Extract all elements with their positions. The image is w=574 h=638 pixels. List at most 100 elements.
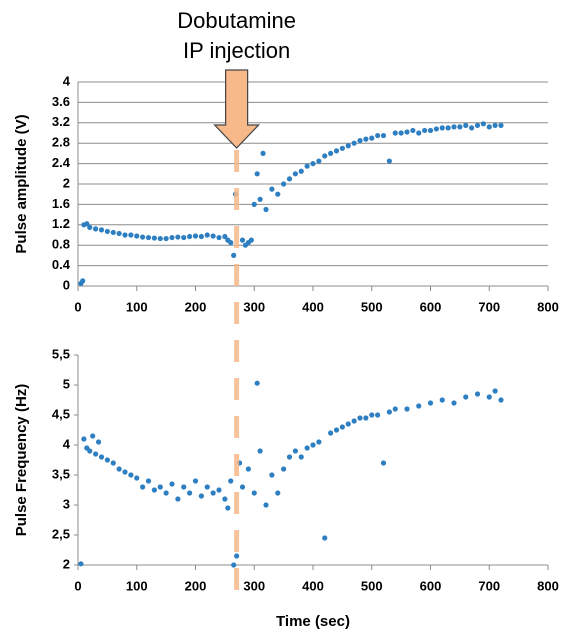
x-tick-label: 800 [537,578,559,593]
point [345,143,351,149]
point [231,252,237,258]
point [145,478,152,484]
point [222,496,228,502]
y-tick-label: 5 [63,376,70,391]
point [116,466,122,472]
point [316,439,322,445]
point [310,442,316,448]
point [275,490,281,496]
point [169,234,175,241]
point [286,454,293,460]
y-tick-label: 2.4 [52,155,71,170]
point [116,230,122,237]
point [260,150,266,156]
x-tick-label: 700 [478,578,500,593]
point [87,448,93,454]
point [451,124,457,130]
point [228,478,234,484]
point [231,562,237,568]
point [81,436,87,442]
point [392,406,398,412]
point [134,475,140,481]
point [416,403,422,409]
point [474,391,481,397]
point [433,126,439,132]
point [474,122,481,128]
point [339,424,345,430]
point [392,130,398,136]
point [157,235,163,242]
point [90,433,96,439]
y-tick-label: 0.8 [52,237,70,252]
point [169,481,175,487]
point [181,234,187,241]
point [122,232,128,238]
point [98,227,105,233]
point [204,484,210,490]
point [333,427,340,433]
y-tick-label: 0.4 [52,257,71,272]
point [422,127,428,134]
point [292,171,298,177]
point [357,138,363,144]
x-tick-label: 500 [361,578,383,593]
annotation-text: Dobutamine [177,8,296,33]
point [151,235,157,241]
point [93,226,99,232]
y-tick-label: 3 [63,496,70,511]
point [369,135,375,141]
point [486,124,492,130]
point [275,191,281,197]
y-tick-label: 2.8 [52,135,70,150]
point [404,129,410,135]
point [245,466,251,472]
point [228,240,234,246]
point [375,132,381,139]
point [140,234,146,240]
point [269,186,275,192]
point [239,484,246,490]
y-tick-label: 4,5 [52,406,70,421]
point [310,161,316,167]
point [95,439,102,445]
point [225,505,231,511]
x-axis-title: Time (sec) [276,613,350,630]
point [263,502,269,508]
x-tick-label: 800 [537,299,559,314]
point [463,394,469,400]
point [110,229,116,236]
point [281,466,287,472]
point [222,233,228,240]
point [351,140,357,146]
point [427,127,434,134]
point [357,415,363,421]
point [445,125,451,131]
point [363,136,369,142]
point [175,234,181,240]
y-tick-label: 4 [63,436,71,451]
x-tick-label: 200 [185,578,207,593]
point [187,233,193,240]
point [298,454,304,460]
point [316,158,322,164]
point [251,490,257,496]
point [351,418,357,424]
point [375,412,381,418]
point [175,496,181,502]
point [140,484,146,490]
y-axis-title: Pulse Frequency (Hz) [13,384,30,537]
point [104,228,110,235]
x-tick-label: 600 [420,578,442,593]
point [457,124,463,130]
point [251,201,257,207]
point [339,145,345,151]
y-tick-label: 0 [63,277,70,292]
point [498,397,504,403]
x-tick-label: 400 [302,299,324,314]
point [427,400,434,406]
point [304,163,310,169]
point [345,421,351,427]
point [386,409,392,415]
x-tick-label: 400 [302,578,324,593]
